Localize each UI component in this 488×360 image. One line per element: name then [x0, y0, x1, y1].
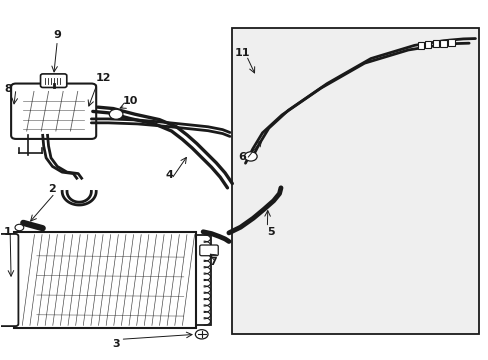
FancyBboxPatch shape — [11, 84, 96, 139]
Bar — [440, 40, 446, 47]
Text: 11: 11 — [234, 48, 249, 58]
Circle shape — [109, 109, 122, 119]
Bar — [447, 39, 454, 46]
Text: 4: 4 — [165, 170, 173, 180]
Bar — [424, 41, 430, 48]
Text: 12: 12 — [96, 73, 111, 83]
Text: 6: 6 — [238, 152, 245, 162]
Text: 3: 3 — [112, 339, 119, 348]
Text: 5: 5 — [267, 227, 274, 237]
Circle shape — [195, 330, 207, 339]
Bar — [14, 232, 196, 328]
Text: 7: 7 — [208, 257, 216, 267]
FancyBboxPatch shape — [200, 245, 218, 256]
Bar — [232, 28, 478, 334]
Circle shape — [15, 224, 24, 231]
Text: 9: 9 — [53, 30, 61, 40]
Text: 2: 2 — [48, 184, 56, 194]
Circle shape — [244, 152, 257, 161]
Text: 10: 10 — [122, 96, 138, 107]
Bar — [196, 235, 211, 325]
Text: 8: 8 — [5, 84, 13, 94]
Text: 1: 1 — [4, 227, 12, 237]
FancyBboxPatch shape — [41, 74, 67, 87]
FancyBboxPatch shape — [0, 234, 19, 326]
Bar — [417, 42, 423, 49]
Bar — [432, 40, 438, 48]
